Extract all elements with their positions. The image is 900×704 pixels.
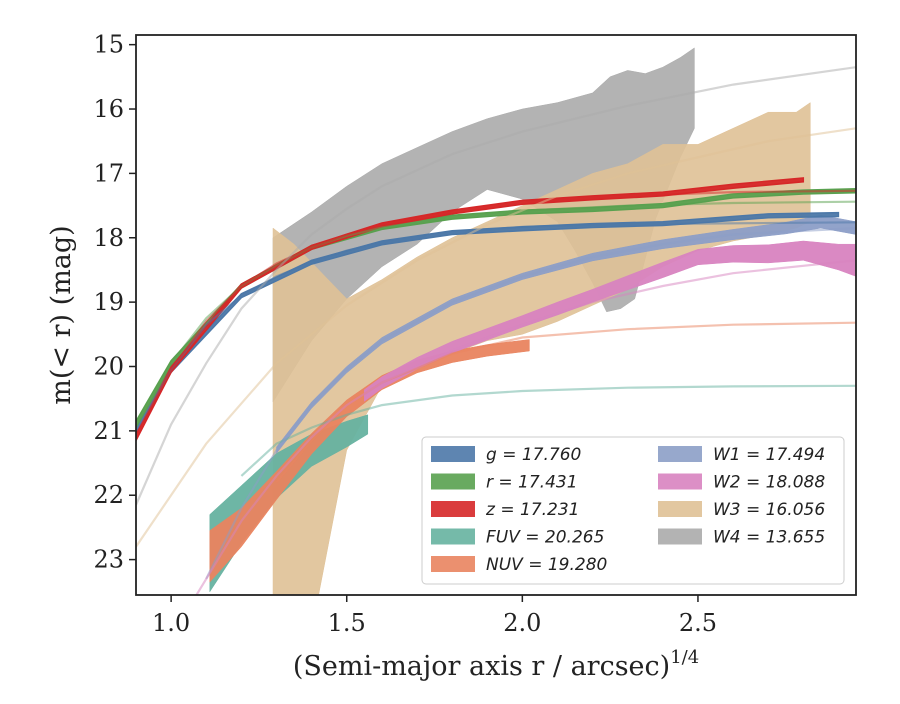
model-curve-w2 [195,259,856,595]
x-tick-label: 1.5 [328,609,366,637]
y-tick-label: 19 [93,288,124,316]
y-tick-label: 21 [93,417,124,445]
legend: g = 17.760 r = 17.431 z = 17.231 FUV = 20.2… [421,436,845,585]
x-axis-label-text: (Semi-major axis r / arcsec) [293,651,670,682]
band-w4 [272,47,695,403]
x-axis-label-superscript: 1/4 [670,647,699,668]
y-tick-label: 18 [93,224,124,252]
model-curve-w1 [205,227,856,580]
legend-label-z: z = 17.231 [485,500,579,520]
plot-frame [135,34,857,596]
x-axis-label: (Semi-major axis r / arcsec)1/4 [293,647,699,682]
x-axis-ticks: 1.0 1.5 2.0 2.5 [152,595,717,637]
legend-label-r: r = 17.431 [486,473,578,493]
legend-label-g: g = 17.760 [486,445,581,465]
legend-label-nuv: NUV = 19.280 [486,555,607,575]
band-w2 [364,240,856,402]
model-curve-nuv [275,321,856,484]
y-tick-label: 22 [93,481,124,509]
x-tick-label: 1.0 [152,609,190,637]
band-g [136,211,840,436]
model-lines-layer [136,66,856,595]
legend-label-w2: W2 = 18.088 [713,473,825,493]
plot-area [136,47,856,595]
y-axis-ticks: 15 16 17 18 19 20 21 22 23 [93,31,136,574]
y-tick-label: 15 [93,31,124,59]
model-curve-z [136,189,856,438]
model-curve-w4 [136,66,856,506]
legend-swatch-w3 [658,501,702,517]
legend-label-w1: W1 = 17.494 [713,445,825,465]
y-tick-label: 20 [93,352,124,380]
legend-swatch-fuv [431,528,475,545]
legend-swatch-w2 [658,473,702,490]
legend-swatch-r [431,473,475,490]
x-tick-label: 2.5 [679,609,717,637]
y-tick-label: 16 [93,95,124,123]
y-tick-label: 23 [93,546,124,574]
legend-label-w3: W3 = 16.056 [713,500,825,520]
legend-items: g = 17.760 r = 17.431 z = 17.231 FUV = 20.2… [431,445,825,575]
y-tick-label: 17 [93,159,124,187]
legend-swatch-nuv [431,556,475,572]
legend-label-w4: W4 = 13.655 [713,528,825,548]
legend-swatch-z [431,501,475,517]
legend-swatch-g [431,446,475,462]
model-curve-r [136,200,856,425]
model-curve-w3 [136,127,856,548]
model-curve-fuv [240,384,856,477]
x-tick-label: 2.0 [503,609,541,637]
legend-box [421,436,845,585]
legend-swatch-w4 [658,528,702,545]
legend-swatch-w1 [658,446,702,462]
y-axis-label: m(< r) (mag) [46,225,77,404]
model-curve-g [136,221,856,432]
legend-label-fuv: FUV = 20.265 [486,528,604,548]
